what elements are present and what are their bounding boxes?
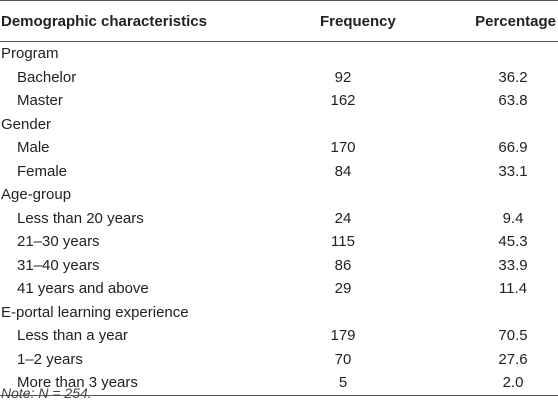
row-percentage: 45.3	[498, 233, 528, 251]
group-label: E-portal learning experience	[1, 303, 189, 321]
table-note: Note: N = 254.	[1, 385, 92, 401]
row-label: Male	[17, 139, 50, 157]
table-row: 31–40 years 86 33.9	[0, 254, 558, 278]
table-row: 1–2 years 70 27.6	[0, 348, 558, 372]
row-percentage: 33.1	[498, 162, 528, 180]
table-row: Less than 20 years 24 9.4	[0, 207, 558, 231]
row-label: Less than a year	[17, 327, 128, 345]
table-row: Less than a year 179 70.5	[0, 324, 558, 348]
header-frequency: Frequency	[268, 0, 418, 42]
row-percentage: 27.6	[498, 350, 528, 368]
row-label: Master	[17, 92, 63, 110]
row-label: Bachelor	[17, 68, 77, 86]
row-label: 1–2 years	[17, 350, 83, 368]
row-percentage: 70.5	[498, 327, 528, 345]
row-percentage: 66.9	[498, 139, 528, 157]
table-row: 41 years and above 29 11.4	[0, 277, 558, 301]
row-label: More than 3 years	[0, 371, 268, 396]
row-percentage: 36.2	[498, 68, 528, 86]
row-label: Less than 20 years	[17, 209, 144, 227]
row-percentage: 9.4	[502, 209, 524, 227]
table-row: Master 162 63.8	[0, 89, 558, 113]
row-frequency: 29	[334, 280, 352, 298]
row-frequency: 115	[331, 233, 355, 251]
table-row: 21–30 years 115 45.3	[0, 230, 558, 254]
header-demographic-characteristics: Demographic characteristics	[0, 0, 268, 42]
row-frequency: 86	[334, 256, 352, 274]
group-label: Age-group	[1, 186, 72, 204]
header-percentage: Percentage	[418, 0, 558, 42]
row-percentage: 63.8	[498, 92, 528, 110]
group-row-age-group: Age-group	[0, 183, 558, 207]
row-label: Female	[17, 162, 68, 180]
table-row: Female 84 33.1	[0, 160, 558, 184]
row-label: 21–30 years	[17, 233, 100, 251]
row-frequency: 24	[334, 209, 352, 227]
row-percentage: 2.0	[418, 371, 558, 396]
group-label: Gender	[1, 115, 52, 133]
row-frequency: 5	[268, 371, 418, 396]
row-frequency: 84	[334, 162, 352, 180]
row-label: 31–40 years	[17, 256, 100, 274]
row-frequency: 170	[330, 139, 356, 157]
row-frequency: 179	[330, 327, 356, 345]
group-row-program: Program	[0, 42, 558, 66]
row-percentage: 11.4	[498, 280, 528, 298]
row-frequency: 162	[330, 92, 356, 110]
group-label: Program	[1, 45, 59, 63]
row-label: 41 years and above	[17, 280, 149, 298]
row-percentage: 33.9	[498, 256, 528, 274]
group-row-gender: Gender	[0, 113, 558, 137]
group-row-e-portal-experience: E-portal learning experience	[0, 301, 558, 325]
row-frequency: 92	[334, 68, 352, 86]
table-body: Program Bachelor 92 36.2 Master 162 63.8…	[0, 42, 558, 396]
table-row: Male 170 66.9	[0, 136, 558, 160]
table-row: Bachelor 92 36.2	[0, 66, 558, 90]
table-row: More than 3 years 5 2.0	[0, 371, 558, 396]
table-header-row: Demographic characteristics Frequency Pe…	[0, 0, 558, 42]
row-frequency: 70	[334, 350, 352, 368]
